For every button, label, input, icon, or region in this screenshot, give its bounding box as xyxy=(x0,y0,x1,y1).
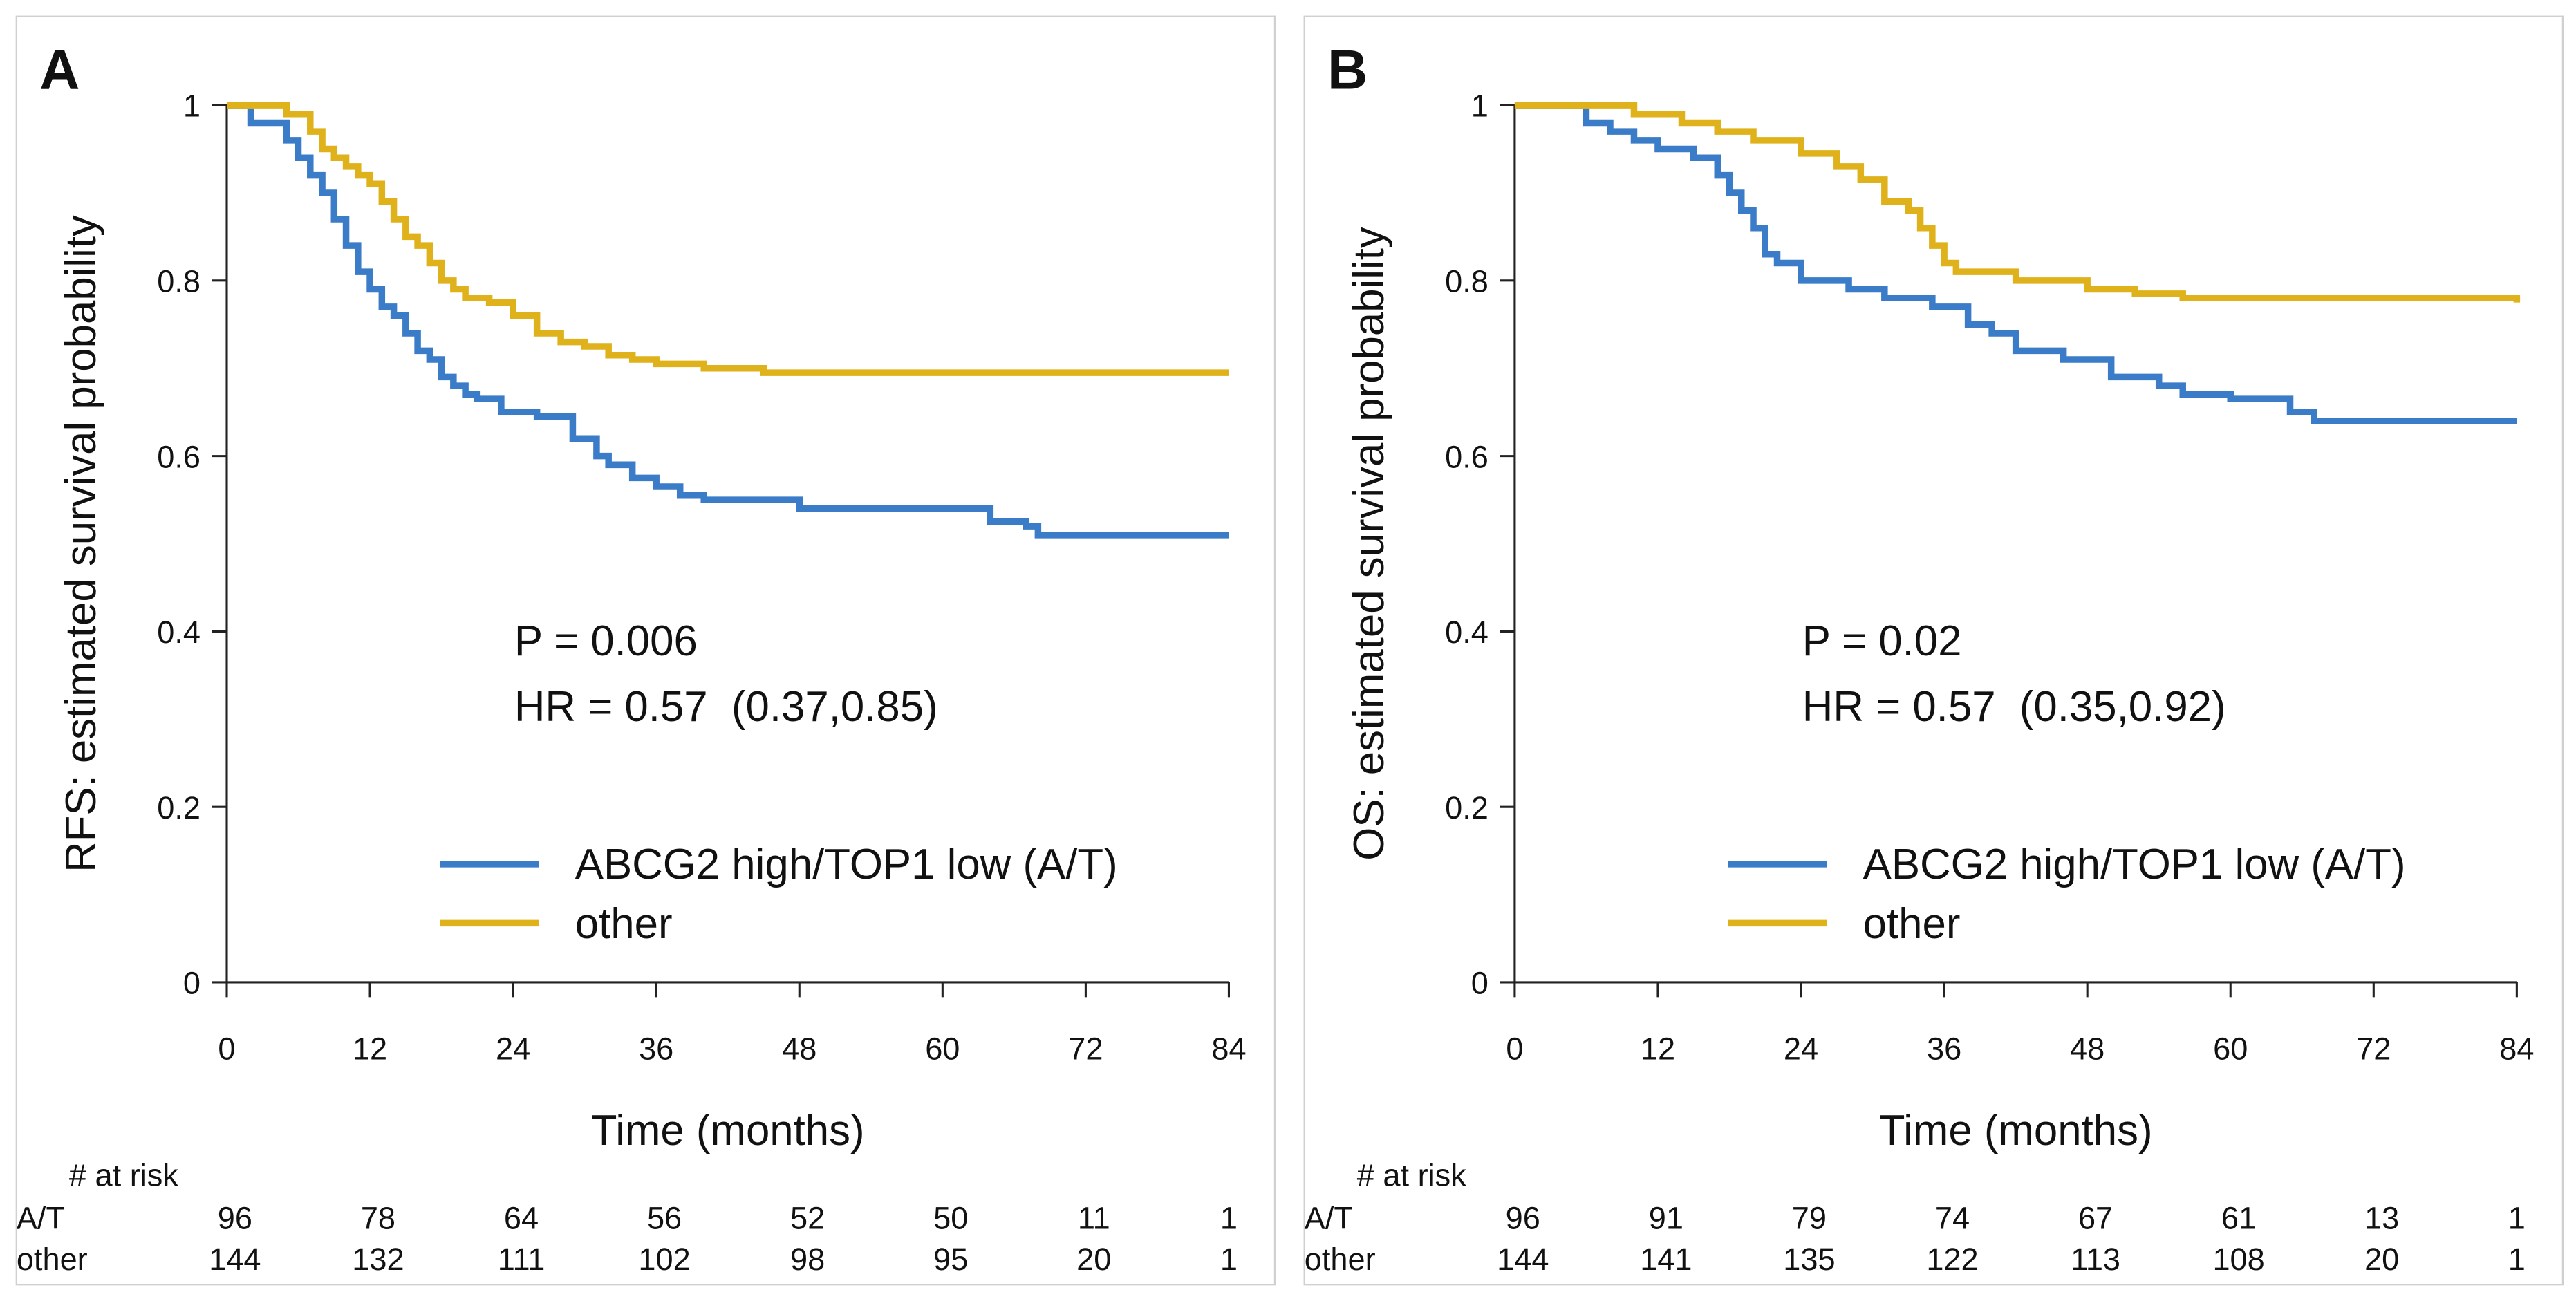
y-tick-label: 0.2 xyxy=(1445,790,1488,825)
panel-label: A xyxy=(39,39,80,101)
risk-count: 96 xyxy=(218,1200,252,1235)
risk-count: 50 xyxy=(933,1200,968,1235)
risk-row-label: A/T xyxy=(17,1200,65,1235)
y-tick-label: 0 xyxy=(183,966,200,1001)
y-tick-label: 1 xyxy=(183,88,200,124)
risk-count: 144 xyxy=(209,1242,261,1277)
risk-row-label: other xyxy=(1305,1242,1376,1277)
x-tick-label: 24 xyxy=(496,1031,530,1067)
x-tick-label: 36 xyxy=(639,1031,673,1067)
risk-count: 91 xyxy=(1649,1200,1683,1235)
risk-count: 144 xyxy=(1497,1242,1549,1277)
y-tick-label: 0 xyxy=(1471,966,1488,1001)
risk-count: 108 xyxy=(2212,1242,2264,1277)
x-axis-label: Time (months) xyxy=(1879,1107,2153,1155)
x-axis-label: Time (months) xyxy=(591,1107,865,1155)
risk-table-title: # at risk xyxy=(1357,1158,1466,1193)
annotation: P = 0.006 xyxy=(514,617,698,665)
survival-curve xyxy=(1514,102,2521,303)
risk-count: 113 xyxy=(2071,1242,2120,1277)
survival-curve xyxy=(226,102,1229,539)
risk-count: 20 xyxy=(1076,1242,1111,1277)
risk-count: 64 xyxy=(504,1200,539,1235)
x-tick-label: 60 xyxy=(2213,1031,2248,1067)
annotation: HR = 0.57 (0.37,0.85) xyxy=(514,683,938,731)
risk-count: 135 xyxy=(1783,1242,1835,1277)
x-tick-label: 36 xyxy=(1927,1031,1961,1067)
risk-count: 67 xyxy=(2078,1200,2113,1235)
risk-count: 1 xyxy=(2508,1200,2526,1235)
annotation: HR = 0.57 (0.35,0.92) xyxy=(1802,683,2226,731)
risk-count: 122 xyxy=(1926,1242,1978,1277)
risk-count: 13 xyxy=(2364,1200,2399,1235)
survival-curve xyxy=(226,102,1229,376)
risk-count: 1 xyxy=(2508,1242,2526,1277)
y-axis-label: OS: estimated survival probability xyxy=(1345,227,1393,861)
risk-count: 79 xyxy=(1792,1200,1827,1235)
risk-count: 20 xyxy=(2364,1242,2399,1277)
risk-count: 74 xyxy=(1935,1200,1970,1235)
legend-label: ABCG2 high/TOP1 low (A/T) xyxy=(1863,841,2406,888)
x-tick-label: 72 xyxy=(1068,1031,1103,1067)
x-tick-label: 0 xyxy=(218,1031,235,1067)
risk-count: 78 xyxy=(361,1200,395,1235)
risk-count: 1 xyxy=(1220,1242,1238,1277)
risk-count: 102 xyxy=(638,1242,690,1277)
y-tick-label: 0.6 xyxy=(157,439,200,474)
risk-count: 111 xyxy=(498,1242,545,1277)
y-tick-label: 0.4 xyxy=(1445,615,1488,650)
x-tick-label: 84 xyxy=(2499,1031,2534,1067)
y-tick-label: 0.4 xyxy=(157,615,200,650)
x-tick-label: 12 xyxy=(353,1031,387,1067)
risk-count: 96 xyxy=(1506,1200,1540,1235)
panel-frame xyxy=(1303,15,2564,1286)
y-tick-label: 0.6 xyxy=(1445,439,1488,474)
risk-count: 95 xyxy=(933,1242,968,1277)
risk-count: 132 xyxy=(352,1242,404,1277)
risk-count: 1 xyxy=(1220,1200,1238,1235)
x-tick-label: 60 xyxy=(925,1031,960,1067)
survival-curve xyxy=(1514,102,2517,424)
x-tick-label: 48 xyxy=(2070,1031,2104,1067)
x-tick-label: 24 xyxy=(1784,1031,1818,1067)
risk-count: 61 xyxy=(2221,1200,2256,1235)
annotation: P = 0.02 xyxy=(1802,617,1962,665)
x-tick-label: 12 xyxy=(1641,1031,1675,1067)
y-axis-label: RFS: estimated survival probability xyxy=(57,215,105,872)
x-tick-label: 0 xyxy=(1506,1031,1523,1067)
legend-label: other xyxy=(575,900,673,948)
legend-label: other xyxy=(1863,900,1961,948)
x-tick-label: 48 xyxy=(782,1031,816,1067)
x-tick-label: 84 xyxy=(1211,1031,1246,1067)
y-tick-label: 0.8 xyxy=(1445,263,1488,299)
panel-frame xyxy=(15,15,1276,1286)
risk-count: 56 xyxy=(647,1200,682,1235)
y-tick-label: 0.8 xyxy=(157,263,200,299)
risk-table-title: # at risk xyxy=(69,1158,178,1193)
legend-label: ABCG2 high/TOP1 low (A/T) xyxy=(575,841,1118,888)
y-tick-label: 1 xyxy=(1471,88,1488,124)
panel-label: B xyxy=(1327,39,1368,101)
risk-count: 11 xyxy=(1078,1200,1110,1235)
x-tick-label: 72 xyxy=(2356,1031,2391,1067)
risk-row-label: A/T xyxy=(1305,1200,1353,1235)
risk-row-label: other xyxy=(17,1242,88,1277)
y-tick-label: 0.2 xyxy=(157,790,200,825)
risk-count: 141 xyxy=(1640,1242,1692,1277)
risk-count: 52 xyxy=(790,1200,825,1235)
risk-count: 98 xyxy=(790,1242,825,1277)
